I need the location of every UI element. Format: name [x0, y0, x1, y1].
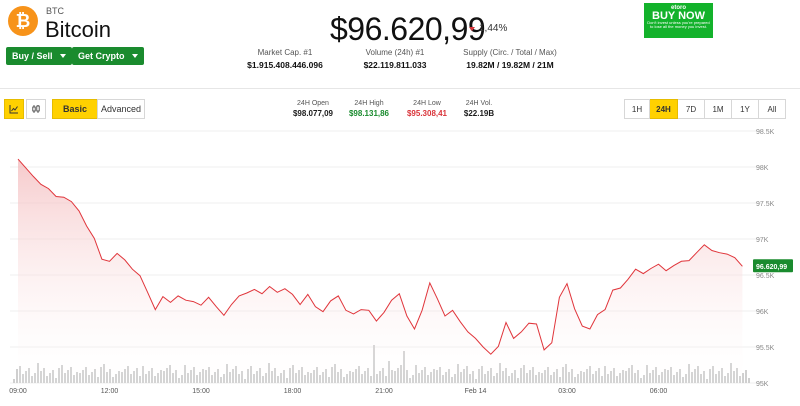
- bitcoin-logo-icon: ₿: [8, 6, 38, 36]
- y-tick-label: 98K: [756, 165, 769, 172]
- y-axis: 98.5K 98K 97.5K 97K 96.5K 96K 95.5K 95K: [756, 129, 775, 388]
- ohlc-high: 24H High $98.131,86: [343, 100, 395, 118]
- range-1m-button[interactable]: 1M: [705, 99, 732, 119]
- time-range-selector: 1H 24H 7D 1M 1Y All: [624, 99, 786, 119]
- ad-cta: BUY NOW: [652, 10, 705, 22]
- header-divider: [0, 88, 800, 89]
- range-24h-button[interactable]: 24H: [650, 99, 678, 119]
- market-cap-label: Market Cap. #1: [257, 48, 313, 57]
- candlestick-icon: [32, 105, 40, 113]
- range-1y-button[interactable]: 1Y: [732, 99, 759, 119]
- x-tick-label: 12:00: [101, 388, 119, 395]
- volume-value: $22.119.811.033: [363, 60, 427, 70]
- supply-stat: Supply (Circ. / Total / Max) 19.82M / 19…: [450, 48, 570, 70]
- range-1h-button[interactable]: 1H: [624, 99, 650, 119]
- supply-value: 19.82M / 19.82M / 21M: [466, 60, 554, 70]
- ohlc-open: 24H Open $98.077,09: [287, 100, 339, 118]
- ohlc-high-label: 24H High: [354, 100, 384, 107]
- y-tick-label: 98.5K: [756, 129, 775, 136]
- chevron-down-icon: [59, 54, 66, 58]
- price-change: 1,44%: [469, 23, 507, 34]
- ad-disclaimer: Don't invest unless you're prepared to l…: [647, 20, 710, 29]
- chevron-down-icon: [131, 54, 138, 58]
- x-tick-label: Feb 14: [465, 388, 487, 395]
- volume-bar: [748, 378, 750, 383]
- volume-bar: [16, 369, 18, 383]
- price-area-fill: [18, 159, 743, 383]
- market-cap-value: $1.915.408.446.096: [247, 60, 323, 70]
- ohlc-high-value: $98.131,86: [348, 109, 390, 118]
- get-crypto-label: Get Crypto: [78, 51, 125, 61]
- ohlc-open-label: 24H Open: [297, 100, 329, 107]
- coin-symbol: BTC: [46, 6, 64, 16]
- candlestick-button[interactable]: [26, 99, 46, 119]
- x-tick-label: 15:00: [192, 388, 210, 395]
- market-cap-stat: Market Cap. #1 $1.915.408.446.096: [245, 48, 325, 70]
- line-chart-icon: [9, 105, 18, 114]
- range-all-button[interactable]: All: [759, 99, 786, 119]
- y-tick-label: 96.5K: [756, 273, 775, 280]
- x-tick-label: 21:00: [375, 388, 393, 395]
- advanced-mode-button[interactable]: Advanced: [97, 99, 145, 119]
- arrow-down-icon: [469, 26, 475, 31]
- y-tick-label: 96K: [756, 309, 769, 316]
- price-change-value: 1,44%: [479, 23, 508, 34]
- current-price-badge-label: 96.620,99: [756, 264, 787, 271]
- volume-stat: Volume (24h) #1 $22.119.811.033: [355, 48, 435, 70]
- current-price-badge-bg: [753, 259, 793, 273]
- price-line: [17, 158, 743, 355]
- x-axis: 09:00 12:00 15:00 18:00 21:00 Feb 14 03:00 06:0…: [9, 388, 667, 395]
- ohlc-volume: 24H Vol. $22.19B: [459, 100, 499, 118]
- volume-label: Volume (24h) #1: [365, 48, 425, 57]
- current-price-badge: 96.620,99: [753, 259, 793, 273]
- volume-bar: [742, 373, 744, 383]
- volume-bar: [745, 370, 747, 383]
- ohlc-low: 24H Low $95.308,41: [399, 100, 455, 118]
- y-tick-label: 97.5K: [756, 201, 775, 208]
- buy-sell-label: Buy / Sell: [12, 51, 53, 61]
- ohlc-open-value: $98.077,09: [292, 109, 334, 118]
- current-price: $96.620,99: [330, 11, 486, 47]
- supply-label: Supply (Circ. / Total / Max): [463, 48, 557, 57]
- volume-bar: [13, 379, 15, 383]
- ohlc-low-label: 24H Low: [413, 100, 441, 107]
- price-chart[interactable]: 98.5K 98K 97.5K 97K 96.5K 96K 95.5K 95K 09:00 12…: [0, 124, 800, 406]
- ohlc-volume-value: $22.19B: [463, 109, 495, 118]
- range-7d-button[interactable]: 7D: [678, 99, 705, 119]
- ohlc-volume-label: 24H Vol.: [465, 100, 493, 107]
- y-tick-label: 95K: [756, 381, 769, 388]
- get-crypto-button[interactable]: Get Crypto: [72, 47, 144, 65]
- x-tick-label: 18:00: [284, 388, 302, 395]
- ad-brand: etoro: [671, 5, 686, 11]
- x-tick-label: 06:00: [650, 388, 668, 395]
- buy-sell-button[interactable]: Buy / Sell: [6, 47, 72, 65]
- y-tick-label: 95.5K: [756, 345, 775, 352]
- ohlc-low-value: $95.308,41: [406, 109, 448, 118]
- x-tick-label: 03:00: [558, 388, 576, 395]
- x-tick-label: 09:00: [9, 388, 27, 395]
- basic-mode-button[interactable]: Basic: [52, 99, 98, 119]
- y-tick-label: 97K: [756, 237, 769, 244]
- line-chart-button[interactable]: [4, 99, 24, 119]
- coin-name: Bitcoin: [45, 17, 112, 42]
- etoro-ad-banner[interactable]: etoro BUY NOW Don't invest unless you're…: [644, 3, 713, 38]
